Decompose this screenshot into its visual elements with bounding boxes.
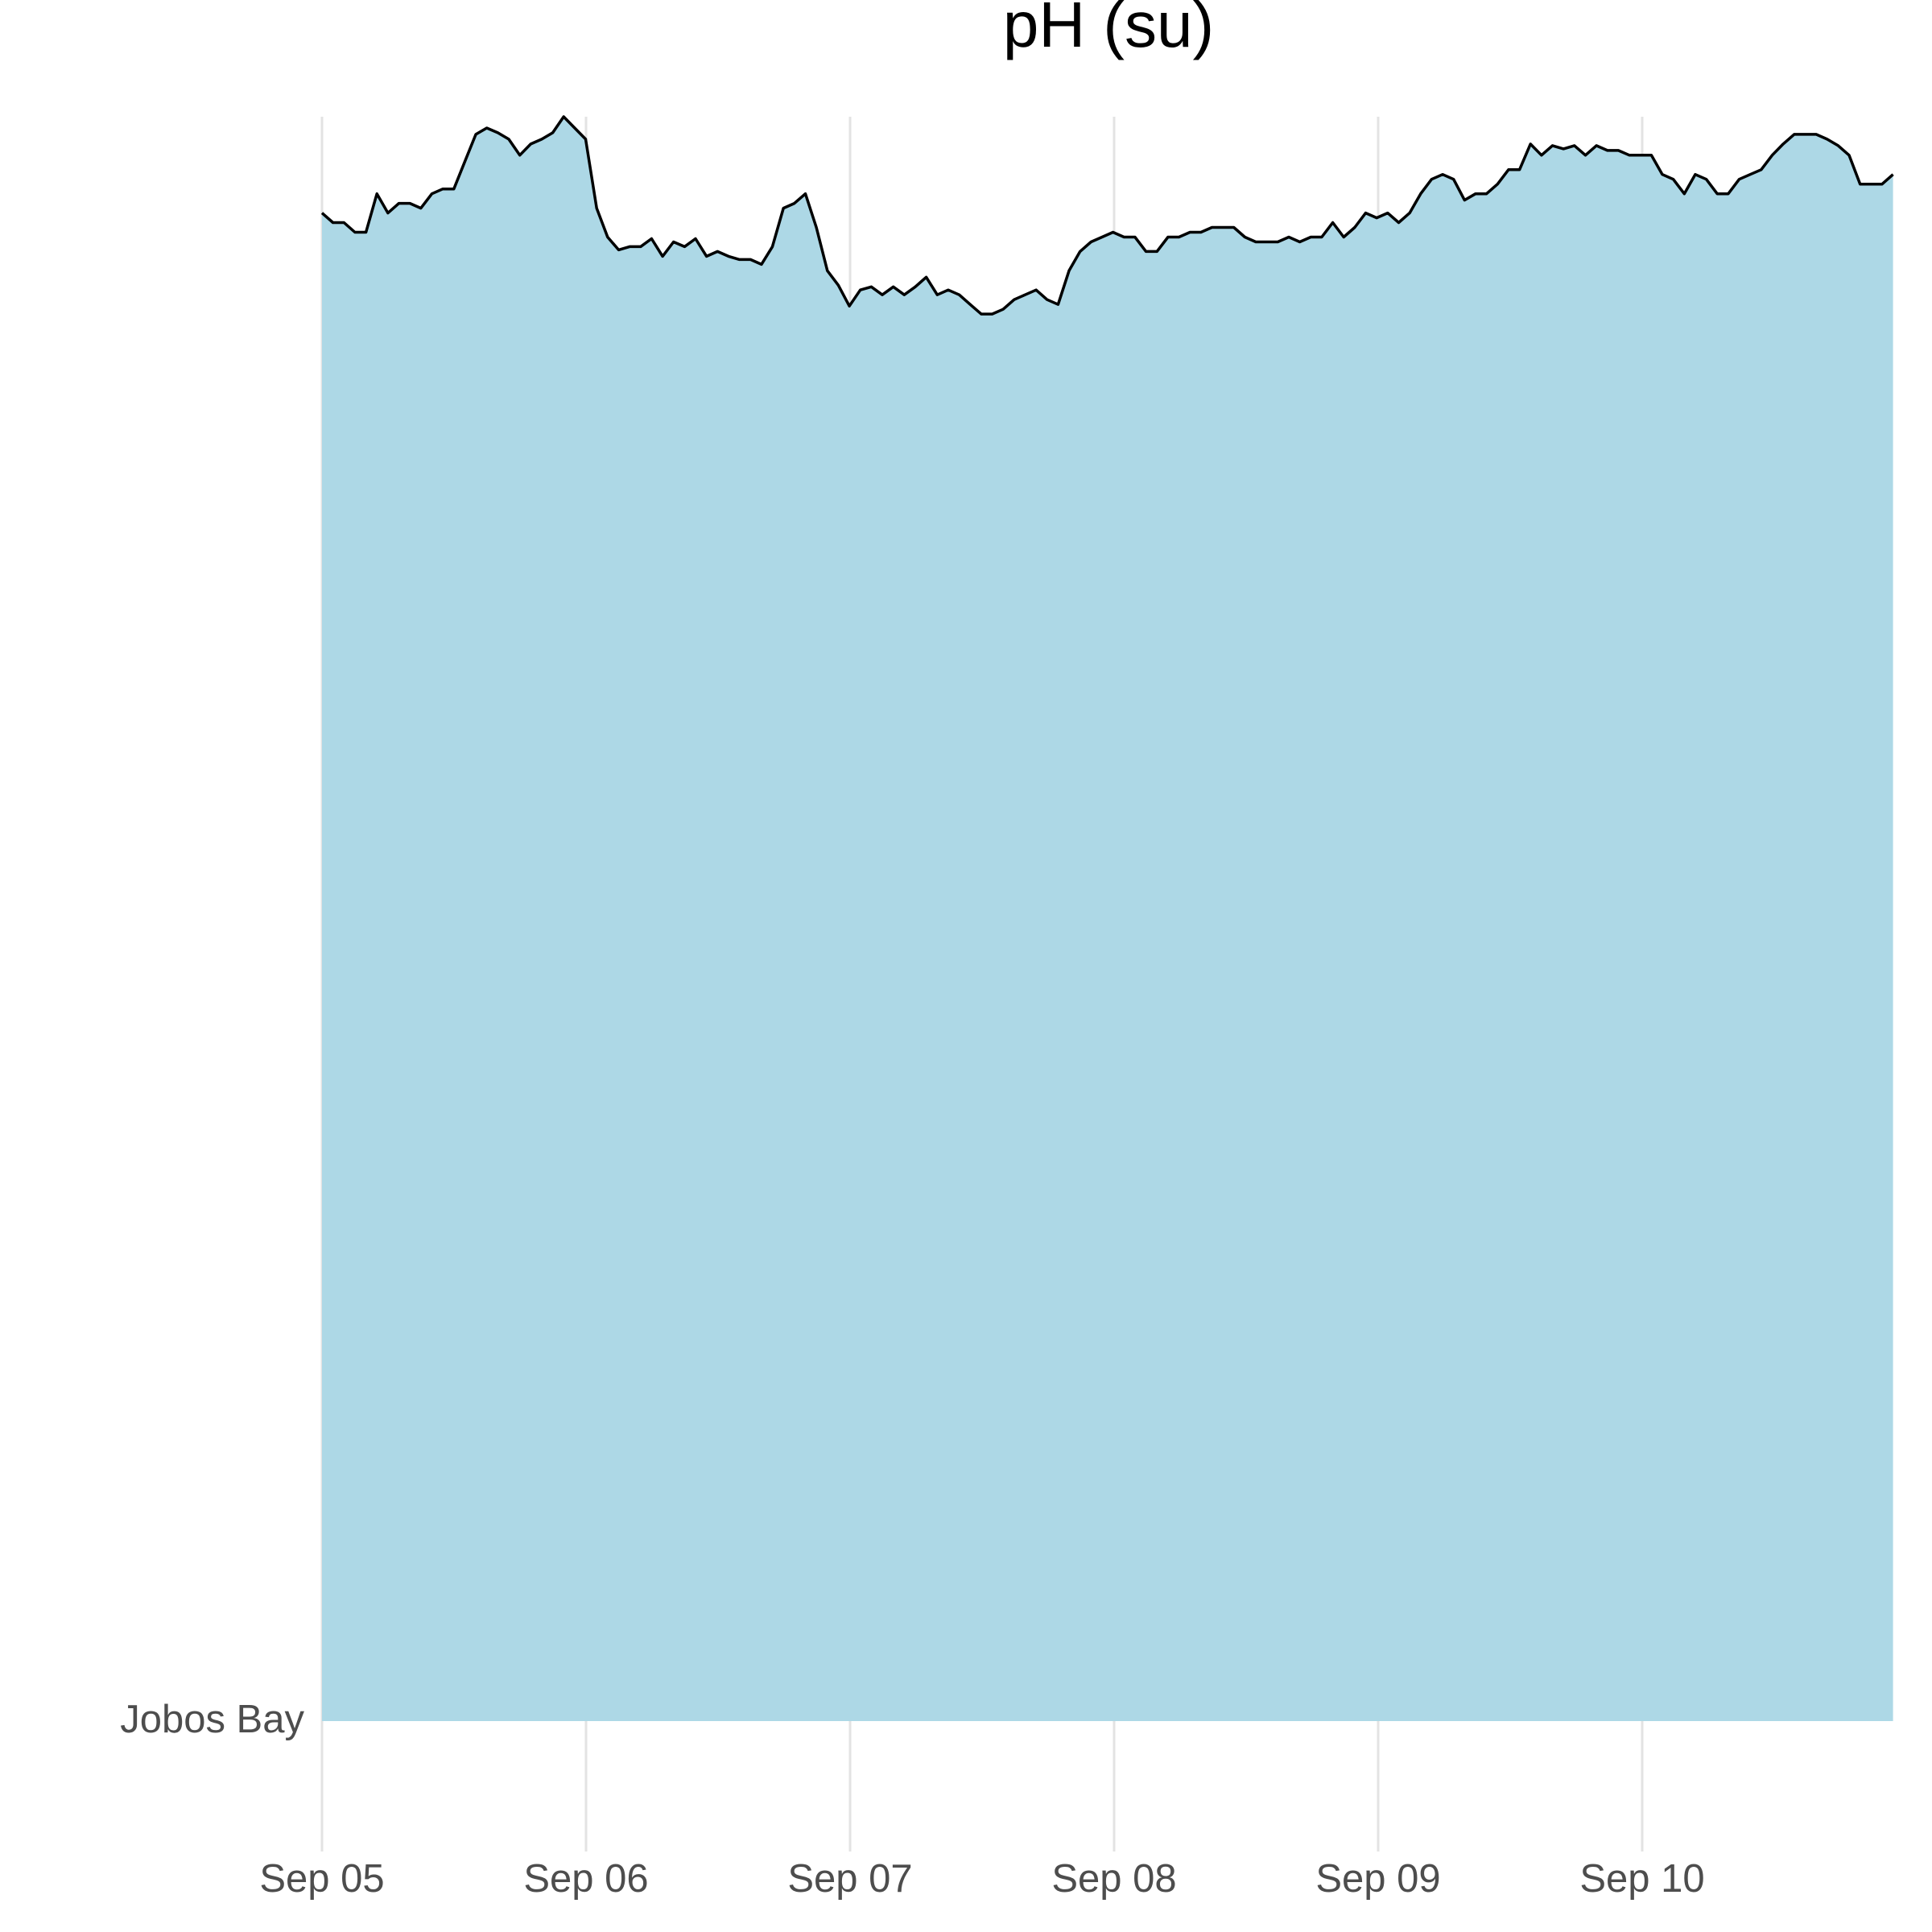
ph-series-line <box>320 115 1894 316</box>
ph-area-fill <box>322 117 1893 1721</box>
y-category-label: Jobos Bay <box>120 1698 304 1741</box>
chart-title: pH (su) <box>1003 0 1214 60</box>
x-tick-label: Sep 05 <box>259 1857 384 1901</box>
x-tick-label: Sep 08 <box>1051 1857 1176 1901</box>
x-tick-label: Sep 07 <box>787 1857 912 1901</box>
x-tick-label: Sep 06 <box>523 1857 648 1901</box>
x-tick-label: Sep 10 <box>1579 1857 1704 1901</box>
x-tick-label: Sep 09 <box>1315 1857 1440 1901</box>
x-axis-tick-labels: Sep 05 Sep 06 Sep 07 Sep 08 Sep 09 Sep 10 <box>259 1857 1704 1901</box>
